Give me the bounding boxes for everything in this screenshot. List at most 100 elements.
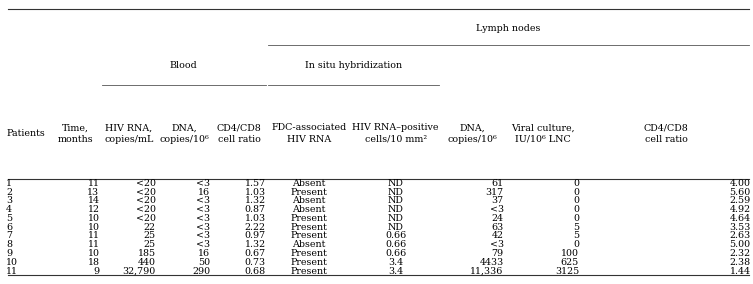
Text: HIV RNA,
copies/mL: HIV RNA, copies/mL [104, 124, 154, 143]
Text: 185: 185 [138, 249, 156, 258]
Text: 3: 3 [6, 196, 12, 205]
Text: 10: 10 [6, 258, 18, 267]
Text: 11: 11 [6, 267, 18, 275]
Text: Lymph nodes: Lymph nodes [477, 24, 541, 33]
Text: <3: <3 [196, 223, 210, 232]
Text: 440: 440 [138, 258, 156, 267]
Text: 4: 4 [6, 205, 12, 214]
Text: 0: 0 [573, 214, 579, 223]
Text: ND: ND [388, 196, 404, 205]
Text: <20: <20 [136, 196, 156, 205]
Text: <3: <3 [196, 240, 210, 249]
Text: 5.60: 5.60 [730, 188, 751, 197]
Text: <3: <3 [489, 205, 504, 214]
Text: 625: 625 [561, 258, 579, 267]
Text: 0: 0 [573, 179, 579, 188]
Text: <20: <20 [136, 205, 156, 214]
Text: 0: 0 [573, 205, 579, 214]
Text: 0: 0 [573, 188, 579, 197]
Text: <20: <20 [136, 179, 156, 188]
Text: 1.32: 1.32 [245, 196, 266, 205]
Text: 10: 10 [87, 249, 99, 258]
Text: 6: 6 [6, 223, 12, 232]
Text: 0: 0 [573, 196, 579, 205]
Text: 1.32: 1.32 [245, 240, 266, 249]
Text: Present: Present [291, 258, 328, 267]
Text: FDC-associated
HIV RNA: FDC-associated HIV RNA [272, 124, 346, 143]
Text: 5: 5 [6, 214, 12, 223]
Text: 3125: 3125 [555, 267, 579, 275]
Text: 61: 61 [492, 179, 504, 188]
Text: Blood: Blood [170, 61, 197, 70]
Text: 0.67: 0.67 [245, 249, 266, 258]
Text: HIV RNA–positive
cells/10 mm²: HIV RNA–positive cells/10 mm² [352, 124, 439, 143]
Text: 8: 8 [6, 240, 12, 249]
Text: <3: <3 [196, 231, 210, 241]
Text: 10: 10 [87, 214, 99, 223]
Text: 24: 24 [492, 214, 504, 223]
Text: 18: 18 [87, 258, 99, 267]
Text: 1.03: 1.03 [245, 214, 266, 223]
Text: Present: Present [291, 223, 328, 232]
Text: 2.38: 2.38 [730, 258, 751, 267]
Text: 1.03: 1.03 [245, 188, 266, 197]
Text: Present: Present [291, 231, 328, 241]
Text: <3: <3 [196, 196, 210, 205]
Text: 12: 12 [87, 205, 99, 214]
Text: 2.22: 2.22 [245, 223, 266, 232]
Text: 9: 9 [93, 267, 99, 275]
Text: 10: 10 [87, 223, 99, 232]
Text: Present: Present [291, 188, 328, 197]
Text: 2: 2 [6, 188, 12, 197]
Text: 0.87: 0.87 [245, 205, 266, 214]
Text: Patients: Patients [6, 129, 44, 138]
Text: <20: <20 [136, 214, 156, 223]
Text: 79: 79 [492, 249, 504, 258]
Text: In situ hybridization: In situ hybridization [305, 61, 402, 70]
Text: 4433: 4433 [480, 258, 504, 267]
Text: CD4/CD8
cell ratio: CD4/CD8 cell ratio [217, 124, 261, 143]
Text: 4.00: 4.00 [730, 179, 751, 188]
Text: Present: Present [291, 249, 328, 258]
Text: 3.4: 3.4 [388, 258, 404, 267]
Text: 317: 317 [486, 188, 504, 197]
Text: 14: 14 [87, 196, 99, 205]
Text: 5.00: 5.00 [730, 240, 751, 249]
Text: 22: 22 [144, 223, 156, 232]
Text: 5: 5 [573, 223, 579, 232]
Text: Viral culture,
IU/10⁶ LNC: Viral culture, IU/10⁶ LNC [511, 124, 575, 143]
Text: 1.57: 1.57 [245, 179, 266, 188]
Text: ND: ND [388, 223, 404, 232]
Text: 42: 42 [492, 231, 504, 241]
Text: DNA,
copies/10⁶: DNA, copies/10⁶ [447, 124, 498, 143]
Text: 1: 1 [6, 179, 12, 188]
Text: CD4/CD8
cell ratio: CD4/CD8 cell ratio [644, 124, 688, 143]
Text: 2.32: 2.32 [730, 249, 751, 258]
Text: 3.4: 3.4 [388, 267, 404, 275]
Text: 13: 13 [87, 188, 99, 197]
Text: 0.66: 0.66 [385, 240, 407, 249]
Text: 25: 25 [144, 240, 156, 249]
Text: 1.44: 1.44 [730, 267, 751, 275]
Text: Absent: Absent [292, 240, 326, 249]
Text: 0.68: 0.68 [245, 267, 266, 275]
Text: 4.64: 4.64 [730, 214, 751, 223]
Text: 63: 63 [492, 223, 504, 232]
Text: ND: ND [388, 214, 404, 223]
Text: <3: <3 [196, 179, 210, 188]
Text: 4.92: 4.92 [730, 205, 751, 214]
Text: Present: Present [291, 214, 328, 223]
Text: 3.53: 3.53 [730, 223, 751, 232]
Text: ND: ND [388, 179, 404, 188]
Text: 7: 7 [6, 231, 12, 241]
Text: 37: 37 [492, 196, 504, 205]
Text: <3: <3 [196, 214, 210, 223]
Text: 2.63: 2.63 [730, 231, 751, 241]
Text: 11: 11 [87, 240, 99, 249]
Text: 25: 25 [144, 231, 156, 241]
Text: <3: <3 [489, 240, 504, 249]
Text: 32,790: 32,790 [123, 267, 156, 275]
Text: 50: 50 [198, 258, 210, 267]
Text: 11,336: 11,336 [471, 267, 504, 275]
Text: 0: 0 [573, 240, 579, 249]
